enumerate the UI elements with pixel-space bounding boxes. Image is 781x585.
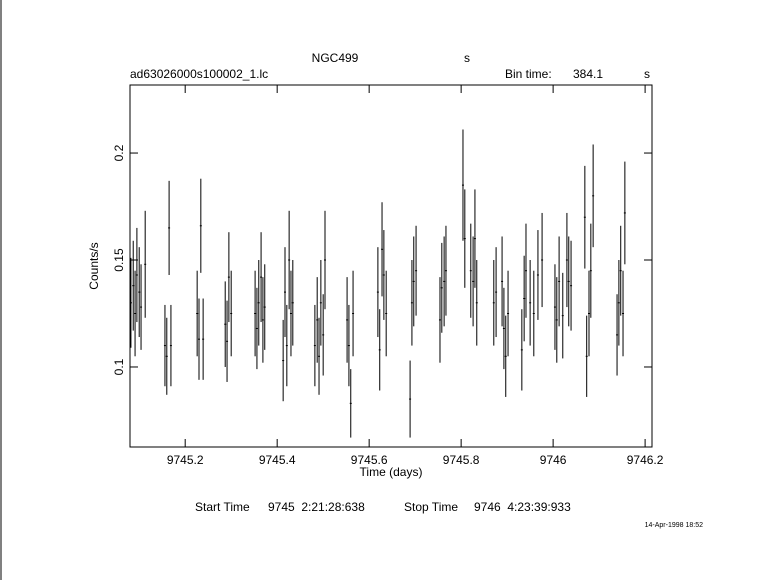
bin-time: 384.1 [573, 67, 603, 81]
bin-time-label: Bin time: [505, 67, 552, 81]
x-tick-label: 9745.8 [443, 453, 480, 467]
x-tick-label: 9745.4 [259, 453, 296, 467]
chart-title: NGC499 [312, 51, 359, 65]
y-tick-label: 0.1 [112, 358, 126, 375]
x-tick-label: 9746.2 [627, 453, 664, 467]
x-axis-label: Time (days) [360, 465, 423, 479]
x-tick-label: 9746 [540, 453, 567, 467]
x-tick-label: 9745.6 [351, 453, 388, 467]
stop-label: Stop Time [404, 500, 458, 514]
start-label: Start Time [195, 500, 250, 514]
y-tick-label: 0.15 [112, 248, 126, 272]
stop-value: 9746 4:23:39:933 [474, 500, 571, 514]
start-value: 9745 2:21:28:638 [268, 500, 365, 514]
timestamp: 14-Apr-1998 18:52 [645, 522, 703, 529]
plot-frame [129, 84, 653, 448]
x-tick-label: 9745.2 [167, 453, 204, 467]
bin-time-unit: s [644, 67, 650, 81]
file-name: ad63026000s100002_1.lc [130, 67, 268, 81]
y-axis-label: Counts/s [87, 242, 101, 289]
y-tick-label: 0.2 [112, 144, 126, 161]
title-unit: s [464, 51, 470, 65]
